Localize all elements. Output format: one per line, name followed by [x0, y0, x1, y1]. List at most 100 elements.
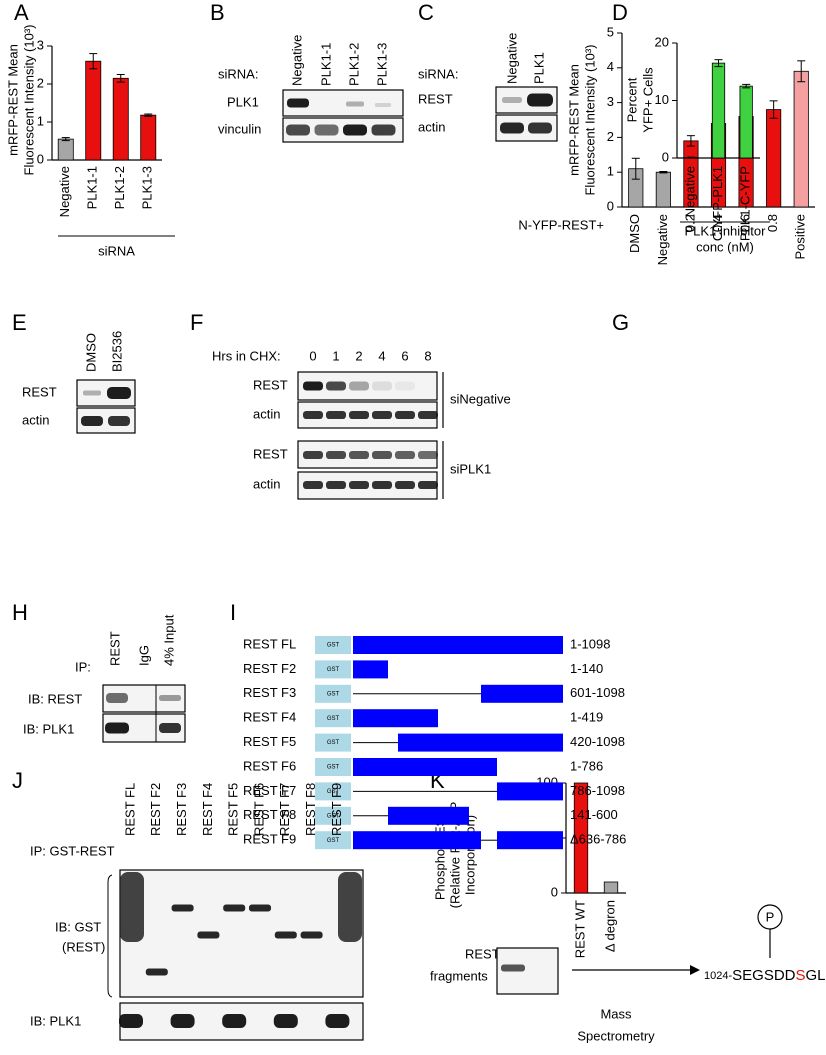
construct-name: REST F6 — [243, 758, 296, 773]
phospho-circle — [757, 904, 783, 930]
blot-band — [418, 481, 438, 489]
blot-band — [287, 98, 309, 108]
bracket — [107, 874, 113, 998]
error-bar — [659, 171, 668, 174]
gst-tag-label: GST — [327, 716, 340, 722]
construct-name: REST F5 — [243, 734, 296, 749]
blot-band — [107, 387, 131, 399]
sequence-part: 1024- — [704, 970, 732, 982]
annotation: N-YFP-REST+ — [518, 217, 604, 232]
bar — [85, 60, 102, 161]
x-tick-label: PLK1-1 — [85, 166, 100, 209]
construct-range: 420-1098 — [570, 734, 625, 749]
lane-label: 4% Input — [161, 614, 176, 666]
x-tick-label: Δ degron — [602, 900, 617, 952]
lane-label: PLK1 — [531, 52, 546, 84]
x-tick-label: Negative — [57, 166, 72, 217]
blot-band — [197, 931, 220, 939]
y-tick-label: 0 — [551, 884, 558, 899]
x-tick-label: Negative — [655, 214, 670, 265]
lane-label: PLK1-2 — [346, 43, 361, 86]
row-label: REST — [253, 377, 288, 392]
y-axis-label: Percent — [624, 77, 639, 122]
y-tick-label: 20 — [655, 34, 669, 49]
x-tick-label: PLK1-2 — [112, 166, 127, 209]
error-bar — [686, 135, 695, 147]
blot-band — [326, 411, 346, 419]
gst-tag — [315, 733, 351, 752]
row-label: (REST) — [62, 939, 105, 954]
row-label: fragments — [430, 968, 488, 983]
blot-band — [303, 381, 323, 391]
y-tick-label: 5 — [607, 24, 614, 39]
blot-band — [119, 1014, 143, 1028]
x-tick-label: C-YFP-PLK1 — [710, 166, 725, 241]
y-tick-label: 0 — [37, 151, 44, 166]
row-label: IB: PLK1 — [30, 1013, 81, 1028]
sequence-part: GL- — [806, 967, 826, 984]
blot-band — [349, 481, 369, 489]
blot-band — [83, 390, 101, 396]
x-tick-label: 0.8 — [765, 214, 780, 232]
lane-label: 2 — [355, 348, 362, 363]
row-label: REST — [465, 946, 500, 961]
blot-smear — [120, 872, 144, 942]
lane-label: REST F2 — [148, 783, 163, 836]
lane-label: REST F6 — [251, 783, 266, 836]
gst-tag-label: GST — [327, 838, 340, 844]
gst-tag-label: GST — [327, 813, 340, 819]
row-label: REST — [418, 91, 453, 106]
blot-band — [249, 904, 271, 912]
blot-band — [223, 904, 246, 912]
construct-domain — [481, 684, 563, 703]
panel-letter: E — [12, 310, 27, 335]
bar — [739, 85, 753, 159]
bar — [140, 114, 157, 161]
blot-band — [372, 481, 392, 489]
gst-tag — [315, 709, 351, 728]
panel-letter: B — [210, 0, 225, 25]
panel-letter: A — [14, 0, 29, 25]
x-tick-label: DMSO — [627, 214, 642, 253]
gst-tag-label: GST — [327, 643, 340, 649]
construct-name: REST F8 — [243, 807, 296, 822]
row-label: IB: PLK1 — [23, 721, 74, 736]
blot-band — [372, 411, 392, 419]
lane-label: PLK1-3 — [374, 43, 389, 86]
y-tick-label: 1 — [37, 113, 44, 128]
lane-label: PLK1-1 — [318, 43, 333, 86]
lane-label: 6 — [401, 348, 408, 363]
construct-name: REST FL — [243, 636, 296, 651]
blot-prefix: IP: — [75, 659, 91, 674]
bar — [793, 70, 809, 208]
blot-band — [303, 481, 323, 489]
construct-name: REST F4 — [243, 710, 296, 725]
lane-label: REST F5 — [226, 783, 241, 836]
blot-band — [145, 968, 168, 976]
gst-tag-label: GST — [327, 667, 340, 673]
error-bar — [769, 100, 778, 119]
bar — [57, 138, 74, 161]
blot-band — [274, 931, 297, 939]
lane-label: REST F8 — [303, 783, 318, 836]
blot-band — [395, 451, 415, 459]
error-bar — [144, 113, 153, 117]
lane-label: IgG — [136, 645, 151, 666]
y-axis-label: Fluorescent Intensity (10³) — [21, 24, 36, 175]
error-bar — [686, 156, 695, 159]
x-axis-label: PLK1 inhibitor — [685, 223, 767, 238]
construct-domain — [353, 831, 481, 850]
construct-domain — [497, 831, 563, 850]
blot-band — [500, 122, 524, 134]
gst-tag-label: GST — [327, 765, 340, 771]
row-label: actin — [253, 406, 280, 421]
construct-range: 141-600 — [570, 807, 618, 822]
construct-range: 1-786 — [570, 758, 603, 773]
blot-prefix: Hrs in CHX: — [212, 348, 281, 363]
method-label: Mass — [600, 1006, 632, 1021]
y-tick-label: 10 — [655, 92, 669, 107]
lane-label: REST F7 — [277, 783, 292, 836]
y-tick-label: 4 — [607, 59, 614, 74]
lane-label: REST FL — [122, 783, 137, 836]
